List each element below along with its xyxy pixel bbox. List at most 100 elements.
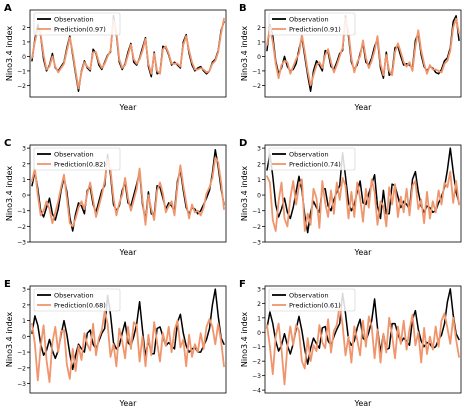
y-tick-label: −1	[17, 208, 26, 215]
y-tick-label: −2	[17, 83, 26, 90]
y-tick-label: 3	[257, 146, 261, 153]
legend-label: Observation	[54, 16, 94, 24]
y-tick-label: 2	[22, 302, 26, 309]
observation-line	[31, 288, 225, 371]
y-tick-label: −3	[17, 240, 26, 247]
y-tick-label: 1	[22, 318, 26, 325]
prediction-line	[31, 310, 225, 383]
legend: Observation Prediction(0.61)	[268, 288, 356, 312]
legend-label: Prediction(0.68)	[54, 302, 106, 310]
legend: Observation Prediction(0.82)	[33, 147, 121, 171]
legend: Observation Prediction(0.91)	[268, 12, 356, 36]
prediction-line	[31, 17, 225, 90]
legend: Observation Prediction(0.74)	[268, 147, 356, 171]
legend-label: Observation	[289, 151, 329, 159]
prediction-line	[266, 303, 460, 386]
y-axis-label: Nino3.4 index	[5, 166, 14, 222]
x-axis-label: Year	[354, 248, 373, 257]
x-axis-label: Year	[119, 248, 138, 257]
chart-panel-b: B −2 −1 0 1 2 Nino3.4 index Year Observation Pred…	[239, 3, 462, 112]
y-tick-label: 2	[257, 161, 261, 168]
y-tick-label: −3	[252, 373, 261, 380]
y-tick-label: −2	[252, 83, 261, 90]
y-tick-label: 2	[22, 25, 26, 32]
chart-panel-e: E −3 −2 −1 0 1 2 3 Nino3.4 index Year Observation P…	[4, 279, 227, 407]
legend-label: Prediction(0.82)	[54, 161, 106, 169]
panel-letter: E	[4, 279, 11, 290]
y-tick-label: 3	[257, 286, 261, 293]
y-tick-label: 1	[257, 177, 261, 184]
x-axis-label: Year	[119, 399, 138, 407]
plot-frame	[29, 144, 227, 243]
plot-frame	[264, 285, 462, 394]
y-axis-label: Nino3.4 index	[240, 166, 249, 222]
observation-line	[266, 288, 460, 365]
legend-box	[268, 147, 356, 171]
y-tick-label: 0	[257, 330, 261, 337]
y-tick-label: −1	[252, 344, 261, 351]
chart-panel-a: A −2 −1 0 1 2 Nino3.4 index Year Observation Pred…	[4, 3, 227, 112]
y-tick-label: −2	[252, 359, 261, 366]
y-tick-label: 3	[22, 146, 26, 153]
panel-letter: A	[4, 3, 12, 14]
panel-letter: C	[4, 138, 11, 149]
legend-label: Prediction(0.61)	[289, 302, 341, 310]
y-axis-label: Nino3.4 index	[240, 26, 249, 82]
y-tick-label: 0	[22, 193, 26, 200]
y-tick-label: 2	[257, 25, 261, 32]
y-axis-label: Nino3.4 index	[5, 26, 14, 82]
y-tick-label: −1	[252, 208, 261, 215]
legend-box	[33, 147, 121, 171]
y-tick-label: 3	[22, 287, 26, 294]
legend-label: Observation	[54, 292, 94, 300]
legend-label: Observation	[289, 16, 329, 24]
y-tick-label: 1	[22, 177, 26, 184]
panel-letter: F	[239, 279, 246, 290]
legend-box	[33, 12, 121, 36]
panel-letter: D	[239, 138, 247, 149]
y-tick-label: −2	[17, 365, 26, 372]
y-axis-label: Nino3.4 index	[5, 312, 14, 368]
prediction-line	[266, 17, 460, 87]
legend: Observation Prediction(0.97)	[33, 12, 121, 36]
legend-label: Observation	[289, 292, 329, 300]
y-tick-label: −1	[252, 68, 261, 75]
y-tick-label: −3	[17, 381, 26, 388]
y-tick-label: 2	[257, 301, 261, 308]
y-tick-label: 0	[22, 54, 26, 61]
legend-box	[268, 288, 356, 312]
legend-label: Prediction(0.91)	[289, 26, 341, 34]
legend-box	[33, 288, 121, 312]
plot-frame	[264, 144, 462, 243]
y-tick-label: −4	[252, 388, 261, 395]
y-tick-label: 2	[22, 161, 26, 168]
legend-label: Prediction(0.97)	[54, 26, 106, 34]
y-tick-label: −1	[17, 68, 26, 75]
legend-label: Prediction(0.74)	[289, 161, 341, 169]
plot-frame	[29, 9, 227, 98]
legend-label: Observation	[54, 151, 94, 159]
legend: Observation Prediction(0.68)	[33, 288, 121, 312]
y-tick-label: 0	[257, 54, 261, 61]
legend-box	[268, 12, 356, 36]
panel-letter: B	[239, 3, 247, 14]
plot-frame	[264, 9, 462, 98]
chart-panel-f: F −4 −3 −2 −1 0 1 2 3 Nino3.4 index Year Observatio…	[239, 279, 462, 407]
chart-panel-c: C −3 −2 −1 0 1 2 3 Nino3.4 index Year Observation P…	[4, 138, 227, 257]
y-tick-label: 1	[257, 315, 261, 322]
y-tick-label: 1	[22, 39, 26, 46]
observation-line	[266, 147, 460, 234]
plot-frame	[29, 285, 227, 394]
y-tick-label: 0	[22, 334, 26, 341]
x-axis-label: Year	[354, 103, 373, 112]
chart-panel-d: D −3 −2 −1 0 1 2 3 Nino3.4 index Year Observation P…	[239, 138, 462, 257]
y-tick-label: 0	[257, 193, 261, 200]
prediction-line	[31, 156, 225, 228]
y-tick-label: −3	[252, 240, 261, 247]
y-tick-label: −1	[17, 350, 26, 357]
x-axis-label: Year	[119, 103, 138, 112]
y-tick-label: −2	[17, 224, 26, 231]
x-axis-label: Year	[354, 399, 373, 407]
y-axis-label: Nino3.4 index	[240, 312, 249, 368]
